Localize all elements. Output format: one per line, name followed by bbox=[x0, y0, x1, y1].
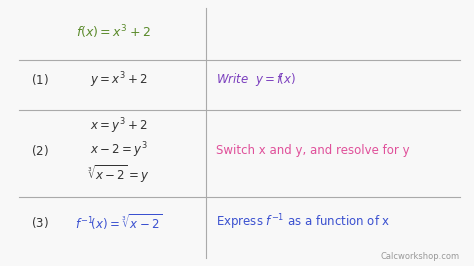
Text: $\sqrt[3]{x-2}=y$: $\sqrt[3]{x-2}=y$ bbox=[87, 163, 150, 185]
Text: $y=x^3+2$: $y=x^3+2$ bbox=[90, 70, 147, 90]
Text: Write  $y=f\!\left(x\right)$: Write $y=f\!\left(x\right)$ bbox=[216, 71, 295, 88]
Text: $x-2=y^3$: $x-2=y^3$ bbox=[90, 140, 147, 160]
Text: Switch x and y, and resolve for y: Switch x and y, and resolve for y bbox=[216, 144, 409, 157]
Text: $(1)$: $(1)$ bbox=[31, 72, 49, 87]
Text: Express $f^{-1}$ as a function of x: Express $f^{-1}$ as a function of x bbox=[216, 212, 390, 232]
Text: $(2)$: $(2)$ bbox=[31, 143, 49, 158]
Text: $x=y^3+2$: $x=y^3+2$ bbox=[90, 117, 147, 136]
Text: $f(x)=x^3+2$: $f(x)=x^3+2$ bbox=[76, 23, 151, 41]
Text: $(3)$: $(3)$ bbox=[31, 215, 49, 230]
Text: $f^{-1}\!\left(x\right)=\sqrt[3]{x-2}$: $f^{-1}\!\left(x\right)=\sqrt[3]{x-2}$ bbox=[75, 212, 162, 232]
Text: Calcworkshop.com: Calcworkshop.com bbox=[381, 252, 460, 261]
